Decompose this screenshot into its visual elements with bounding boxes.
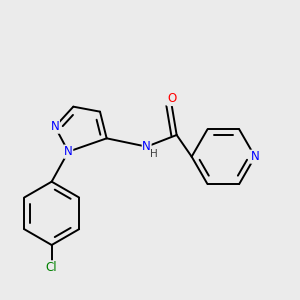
Text: N: N — [64, 145, 73, 158]
Text: H: H — [150, 149, 158, 159]
Text: N: N — [142, 140, 151, 153]
Text: Cl: Cl — [46, 261, 58, 274]
Text: N: N — [250, 150, 260, 163]
Text: N: N — [51, 120, 59, 133]
Text: O: O — [167, 92, 176, 106]
